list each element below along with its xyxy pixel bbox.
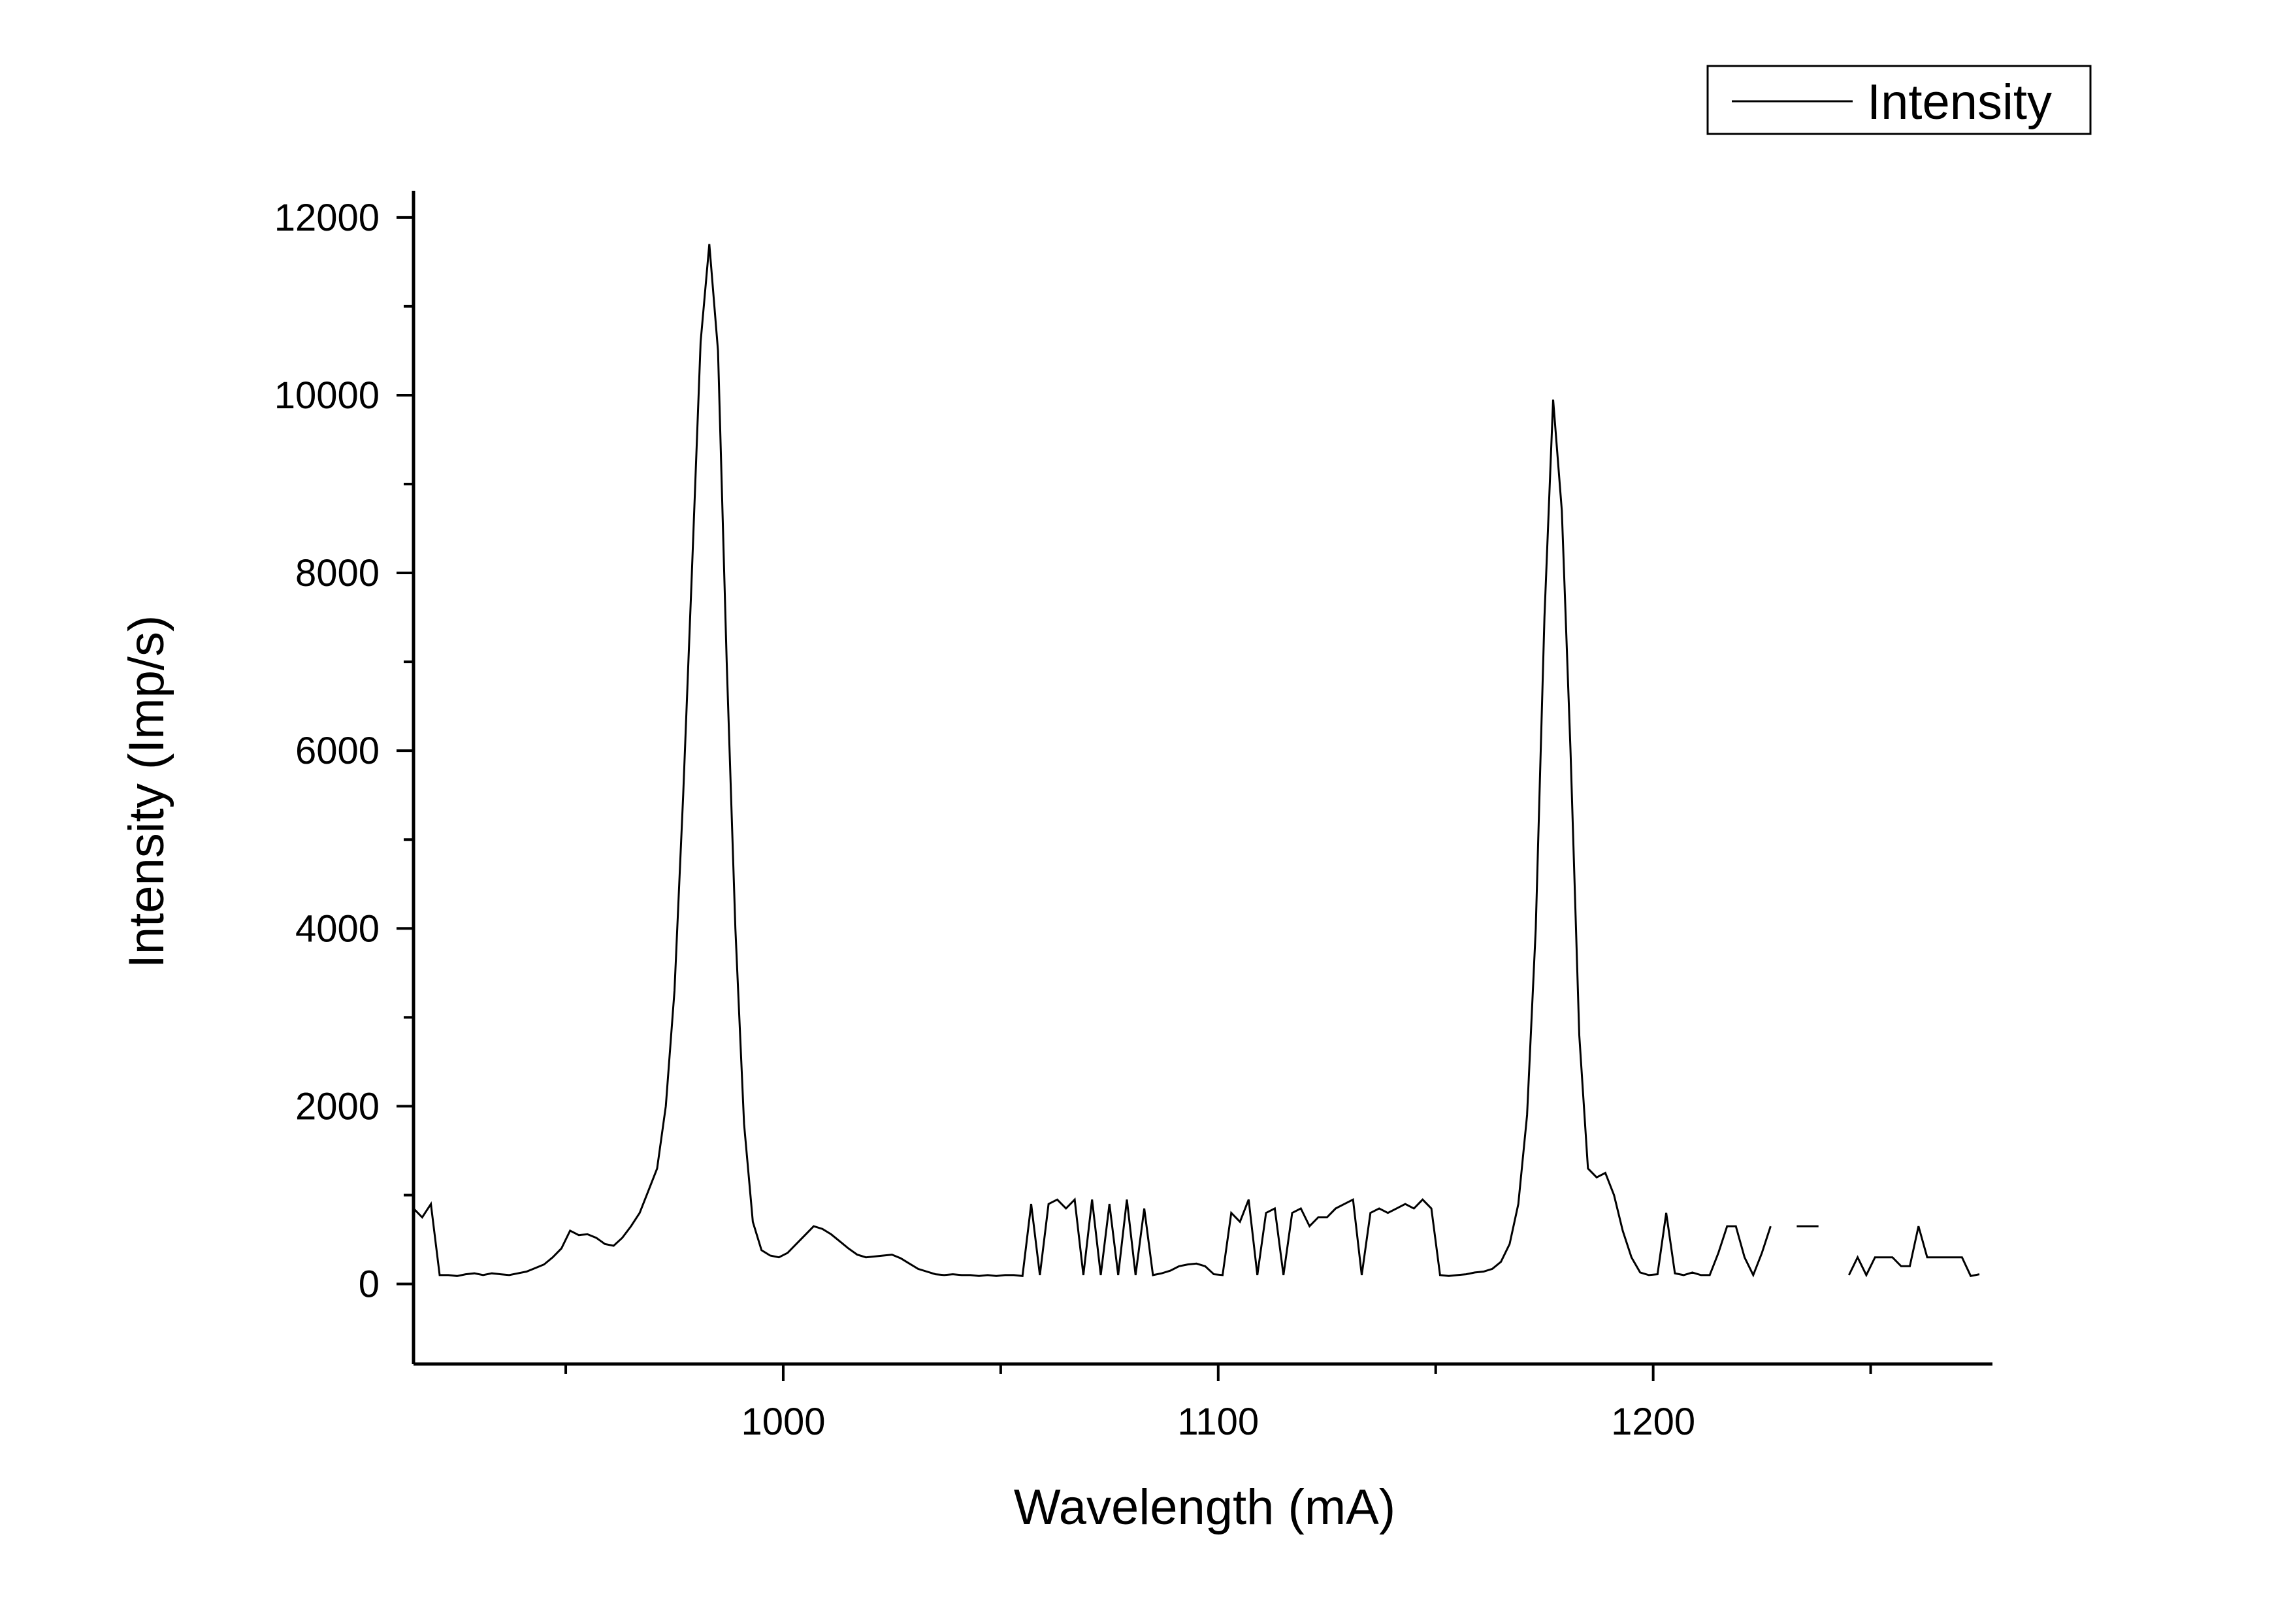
x-tick-label: 1200 [1611, 1401, 1695, 1443]
series-line-intensity [412, 244, 1980, 1278]
y-axis-title: Intensity (Imp/s) [119, 615, 174, 969]
x-tick-label: 1000 [741, 1401, 825, 1443]
plot-area [412, 244, 1980, 1278]
y-tick-label: 10000 [274, 374, 380, 417]
y-tick-label: 4000 [295, 907, 380, 950]
y-tick-label: 6000 [295, 730, 380, 772]
legend-label-intensity: Intensity [1867, 74, 2052, 130]
x-axis-title: Wavelength (mA) [1014, 1480, 1395, 1535]
x-tick-label: 1100 [1177, 1401, 1259, 1443]
y-tick-label: 2000 [295, 1085, 380, 1128]
y-tick-label: 0 [359, 1263, 380, 1306]
legend-box [1706, 65, 2092, 135]
axes: 0 2000 4000 6000 8000 10000 12000 1000 1100 1200 [274, 191, 1992, 1443]
y-tick-label: 12000 [274, 197, 380, 239]
y-tick-label: 8000 [295, 552, 380, 594]
legend: Intensity [1706, 65, 2092, 135]
